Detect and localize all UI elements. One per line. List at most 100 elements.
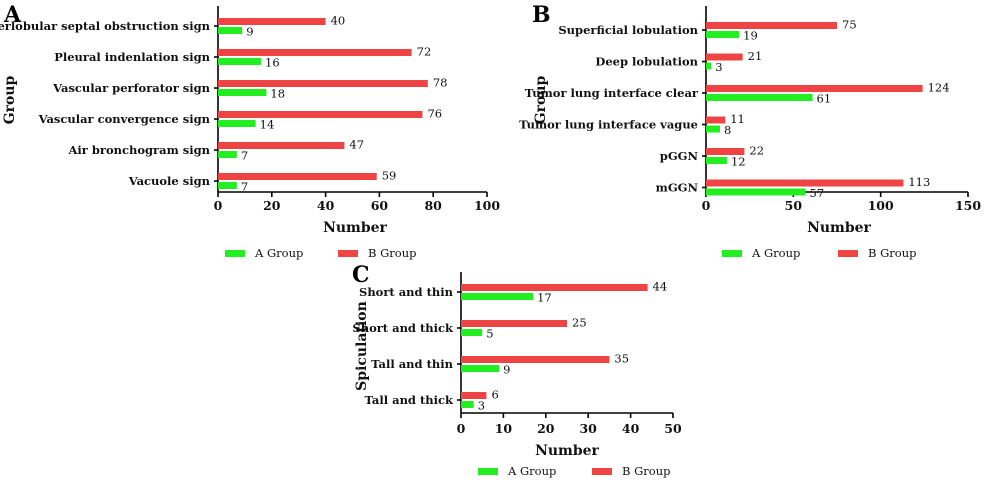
bar-b-group: [461, 392, 487, 399]
bar-a-group: [461, 365, 500, 372]
bar-b-group: [218, 173, 377, 180]
data-label-b-group: 25: [572, 316, 587, 330]
data-label-b-group: 35: [614, 352, 629, 366]
data-label-a-group: 61: [817, 92, 832, 106]
bar-a-group: [218, 58, 262, 65]
legend-swatch-b-group: [592, 468, 612, 475]
data-label-b-group: 21: [748, 49, 763, 63]
x-tick-label: 0: [457, 421, 466, 436]
legend-label-b-group: B Group: [868, 246, 916, 260]
x-axis-title: Number: [323, 220, 387, 236]
panel-label: B: [532, 2, 551, 28]
category-label: Superficial lobulation: [558, 23, 698, 37]
bar-a-group: [218, 120, 256, 127]
legend-swatch-b-group: [838, 250, 858, 257]
legend-label-a-group: A Group: [751, 246, 800, 260]
category-label: Pleural indenlation sign: [54, 50, 210, 64]
y-axis-title: Group: [533, 75, 549, 124]
data-label-a-group: 8: [724, 123, 731, 137]
data-label-a-group: 16: [265, 56, 280, 70]
data-label-a-group: 9: [246, 25, 253, 39]
chart-panel-a: A 0 20 40 60 80 100 Interlobular septal obstruc…: [0, 2, 500, 260]
category-label: Air bronchogram sign: [68, 143, 211, 157]
x-tick-label: 60: [371, 198, 389, 213]
x-tick-label: 50: [785, 198, 803, 213]
bar-a-group: [218, 27, 243, 34]
bar-b-group: [218, 18, 326, 25]
chart-panel-b: B 0 50 100 150 Superficial lobulation 75 19 Deep…: [519, 2, 981, 260]
category-label: Short and thin: [359, 285, 454, 299]
bar-a-group: [461, 329, 483, 336]
legend-label-a-group: A Group: [254, 246, 303, 260]
category-label: Vacuole sign: [128, 174, 211, 188]
chart-panel-c: C 0 10 20 30 40 50 Short and thin 44 17 Short and …: [352, 262, 682, 478]
legend-swatch-a-group: [225, 250, 245, 257]
legend-label-b-group: B Group: [368, 246, 416, 260]
data-label-a-group: 9: [503, 363, 510, 377]
bar-b-group: [706, 85, 923, 92]
x-axis-title: Number: [807, 220, 871, 236]
bar-a-group: [218, 182, 237, 189]
x-tick-label: 30: [579, 421, 597, 436]
data-label-a-group: 5: [486, 327, 493, 341]
data-label-b-group: 22: [749, 144, 764, 158]
x-tick-label: 20: [537, 421, 555, 436]
data-label-b-group: 76: [427, 107, 442, 121]
bar-a-group: [706, 157, 727, 164]
x-tick-label: 80: [424, 198, 442, 213]
x-tick-label: 10: [495, 421, 513, 436]
bar-a-group: [218, 151, 237, 158]
data-label-b-group: 113: [908, 175, 930, 189]
data-label-a-group: 14: [260, 118, 275, 132]
legend: A Group B Group: [722, 246, 916, 260]
legend-swatch-a-group: [478, 468, 498, 475]
x-axis-title: Number: [535, 443, 599, 459]
category-label: Tall and thick: [364, 393, 454, 407]
category-label: mGGN: [656, 181, 699, 195]
category-label: Interlobular septal obstruction sign: [0, 19, 211, 33]
bar-b-group: [461, 320, 567, 327]
data-label-a-group: 17: [537, 291, 552, 305]
data-label-b-group: 124: [928, 81, 950, 95]
bar-b-group: [706, 116, 726, 124]
x-tick-label: 20: [263, 198, 281, 213]
data-label-a-group: 19: [743, 29, 758, 43]
data-label-a-group: 3: [715, 60, 722, 74]
data-label-b-group: 44: [653, 280, 668, 294]
bar-a-group: [218, 89, 267, 96]
bar-b-group: [706, 148, 745, 155]
legend-swatch-b-group: [338, 250, 358, 257]
x-tick-label: 40: [622, 421, 640, 436]
data-label-b-group: 59: [382, 169, 397, 183]
data-label-b-group: 72: [417, 45, 432, 59]
bar-a-group: [706, 94, 813, 101]
data-label-b-group: 75: [842, 18, 857, 32]
legend-swatch-a-group: [722, 250, 742, 257]
bar-a-group: [706, 188, 806, 196]
data-label-a-group: 7: [241, 149, 248, 163]
x-tick-label: 40: [317, 198, 335, 213]
bar-b-group: [218, 49, 412, 56]
legend: A Group B Group: [478, 464, 670, 478]
category-label: Short and thick: [352, 321, 454, 335]
x-tick-label: 50: [664, 421, 682, 436]
category-label: pGGN: [660, 149, 699, 163]
legend: A Group B Group: [225, 246, 416, 260]
category-label: Tumor lung interface vague: [519, 118, 698, 132]
bar-b-group: [218, 142, 345, 149]
data-label-b-group: 78: [433, 76, 448, 90]
y-axis-title: Spiculation: [354, 301, 370, 391]
bar-b-group: [461, 284, 648, 291]
x-tick-label: 0: [214, 198, 223, 213]
data-label-a-group: 3: [478, 399, 485, 413]
legend-label-a-group: A Group: [507, 464, 556, 478]
legend-label-b-group: B Group: [622, 464, 670, 478]
y-axis-title: Group: [2, 75, 18, 124]
bar-a-group: [461, 293, 534, 300]
category-label: Tumor lung interface clear: [525, 86, 699, 100]
category-label: Deep lobulation: [595, 55, 698, 69]
data-label-b-group: 40: [331, 14, 346, 28]
data-label-b-group: 47: [349, 138, 364, 152]
bar-b-group: [218, 111, 423, 118]
